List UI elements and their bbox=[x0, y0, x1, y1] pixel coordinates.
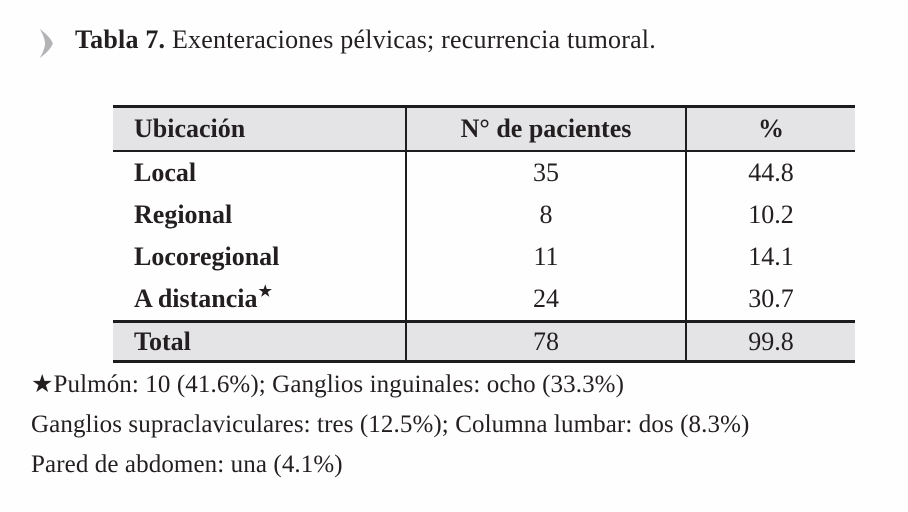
row-label: Regional bbox=[113, 194, 407, 236]
total-patients: 78 bbox=[407, 323, 687, 360]
table-footnotes: ★Pulmón: 10 (41.6%); Ganglios inguinales… bbox=[31, 371, 749, 491]
caption-chevron-icon bbox=[39, 28, 53, 59]
row-patients: 24 bbox=[407, 278, 687, 320]
table-caption: Tabla 7. Exenteraciones pélvicas; recurr… bbox=[37, 25, 656, 59]
row-percent: 30.7 bbox=[748, 284, 794, 313]
header-percent: % bbox=[758, 114, 784, 143]
table-header-row: Ubicación N° de pacientes % bbox=[113, 108, 855, 152]
row-label: A distancia ★ bbox=[113, 278, 407, 320]
table-total-row: Total 78 99.8 bbox=[113, 320, 855, 360]
table-row: A distancia ★ 24 30.7 bbox=[113, 278, 855, 320]
header-ubicacion: Ubicación bbox=[113, 108, 407, 150]
footnote-line: Ganglios supraclaviculares: tres (12.5%)… bbox=[31, 411, 750, 438]
row-label-text: A distancia bbox=[134, 284, 258, 313]
row-patients: 8 bbox=[407, 194, 687, 236]
header-pacientes: N° de pacientes bbox=[407, 108, 687, 150]
row-patients: 35 bbox=[407, 152, 687, 194]
row-percent: 14.1 bbox=[748, 242, 794, 271]
table-row: Locoregional 11 14.1 bbox=[113, 236, 855, 278]
footnote-line: Pared de abdomen: una (4.1%) bbox=[31, 451, 343, 478]
row-label: Locoregional bbox=[113, 236, 407, 278]
row-percent: 44.8 bbox=[748, 158, 794, 187]
recurrence-table: Ubicación N° de pacientes % Local 35 44.… bbox=[113, 105, 855, 363]
caption-label: Tabla 7. bbox=[75, 25, 166, 54]
caption-text: Tabla 7. Exenteraciones pélvicas; recurr… bbox=[75, 25, 656, 55]
row-label: Local bbox=[113, 152, 407, 194]
table-row: Local 35 44.8 bbox=[113, 152, 855, 194]
footnote-line: ★Pulmón: 10 (41.6%); Ganglios inguinales… bbox=[31, 371, 625, 398]
row-percent: 10.2 bbox=[748, 200, 794, 229]
table-row: Regional 8 10.2 bbox=[113, 194, 855, 236]
footnote-star-marker: ★ bbox=[258, 283, 272, 300]
row-patients: 11 bbox=[407, 236, 687, 278]
caption-title: Exenteraciones pélvicas; recurrencia tum… bbox=[171, 25, 656, 54]
total-percent: 99.8 bbox=[748, 326, 794, 356]
total-label: Total bbox=[113, 323, 407, 360]
